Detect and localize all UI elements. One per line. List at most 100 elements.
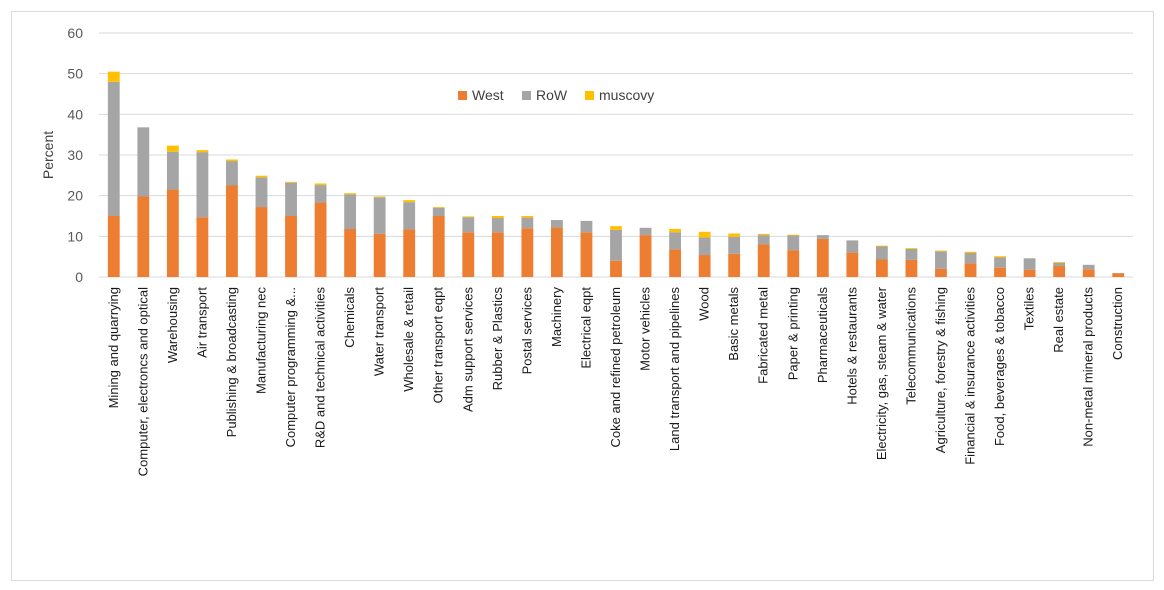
x-category-label: Basic metals (726, 287, 741, 361)
chart-frame (11, 11, 1154, 581)
x-category-label: Manufacturing nec (253, 287, 268, 394)
x-category-label: Financial & insurance activities (963, 287, 978, 465)
x-category-label: Textiles (1022, 287, 1037, 331)
y-tick-label: 40 (67, 106, 83, 122)
bar-west-14 (521, 228, 534, 277)
x-category-label: Hotels & restaurants (844, 287, 859, 405)
bar-row-8 (344, 194, 357, 230)
x-category-label: Computer programming &... (283, 287, 298, 447)
bar-row-1 (137, 127, 150, 197)
x-category-label: Adm support services (460, 287, 475, 412)
bar-muscovy-8 (344, 193, 357, 195)
bar-west-19 (669, 249, 681, 277)
bar-muscovy-10 (403, 200, 416, 203)
bar-west-7 (314, 202, 327, 277)
bar-west-22 (757, 244, 770, 277)
bar-west-3 (196, 217, 209, 277)
x-category-label: Construction (1110, 287, 1125, 360)
x-category-label: Electricity, gas, steam & water (874, 286, 889, 460)
y-tick-label: 30 (67, 147, 83, 163)
bar-west-30 (994, 267, 1006, 277)
legend-swatch-west (458, 91, 467, 100)
bar-west-15 (551, 227, 563, 277)
x-category-label: Food, beverages & tobacco (992, 287, 1007, 446)
bar-row-28 (935, 251, 947, 269)
bar-west-18 (639, 235, 652, 277)
x-category-label: Publishing & broadcasting (224, 287, 239, 437)
bar-west-26 (875, 259, 888, 277)
bar-west-0 (107, 216, 120, 277)
bar-muscovy-32 (1053, 261, 1066, 263)
x-category-label: Electrical eqpt (578, 287, 593, 369)
x-category-label: Rubber & Plastics (490, 287, 505, 391)
bar-west-27 (905, 259, 918, 277)
x-category-label: Wood (697, 287, 712, 321)
bar-west-29 (964, 263, 977, 277)
x-category-label: Motor vehicles (638, 287, 653, 371)
bar-muscovy-0 (107, 71, 120, 82)
bar-row-0 (107, 81, 120, 216)
bar-muscovy-23 (787, 234, 800, 236)
bar-muscovy-12 (462, 216, 475, 218)
bar-west-9 (373, 233, 386, 277)
bar-row-17 (610, 229, 622, 261)
y-axis-label: Percent (40, 131, 56, 179)
bar-row-9 (373, 197, 386, 234)
x-category-label: Water transport (372, 287, 387, 376)
bar-muscovy-21 (728, 233, 741, 237)
x-category-label: Air transport (194, 287, 209, 358)
bar-row-29 (964, 253, 977, 264)
bar-row-32 (1053, 262, 1066, 267)
bar-west-20 (698, 255, 711, 277)
bar-west-34 (1112, 273, 1125, 277)
bar-row-20 (698, 237, 711, 256)
x-category-label: Real estate (1051, 287, 1066, 353)
bar-west-10 (403, 229, 416, 277)
bar-west-1 (137, 196, 150, 277)
bar-west-28 (935, 268, 947, 277)
bar-west-8 (344, 229, 357, 277)
bar-row-27 (905, 248, 918, 260)
bar-muscovy-11 (432, 207, 445, 208)
bar-west-12 (462, 232, 475, 277)
bar-west-17 (610, 260, 622, 277)
bar-row-14 (521, 217, 534, 229)
legend-swatch-row (522, 91, 531, 100)
bar-muscovy-26 (875, 245, 888, 247)
bar-muscovy-30 (994, 256, 1006, 258)
y-axis-ticks: 0 10 20 30 40 50 60 (67, 25, 83, 285)
bar-west-31 (1023, 269, 1036, 277)
bar-muscovy-2 (166, 145, 179, 152)
bar-row-2 (166, 151, 179, 190)
bar-muscovy-20 (698, 231, 711, 238)
bar-west-32 (1053, 266, 1066, 277)
bar-row-10 (403, 202, 416, 230)
bar-muscovy-27 (905, 248, 918, 249)
y-tick-label: 20 (67, 188, 83, 204)
bar-row-12 (462, 217, 475, 233)
bar-west-11 (432, 216, 445, 277)
x-category-label: Land transport and pipelines (667, 287, 682, 452)
bar-west-6 (285, 216, 297, 277)
bar-row-6 (285, 182, 297, 216)
x-category-label: Paper & printing (785, 287, 800, 380)
y-tick-label: 50 (67, 66, 83, 82)
y-tick-label: 10 (67, 228, 83, 244)
x-category-label: Mining and quarrying (106, 287, 121, 408)
x-category-label: Warehousing (165, 287, 180, 363)
legend: West RoW muscovy (458, 87, 654, 103)
x-category-label: R&D and technical activities (313, 287, 328, 449)
bar-muscovy-6 (285, 181, 297, 183)
bar-row-15 (551, 220, 563, 228)
x-category-label: Computer, electroncs and optical (135, 287, 150, 476)
bar-row-26 (875, 246, 888, 260)
legend-label-row: RoW (536, 87, 568, 103)
bars (107, 71, 1125, 277)
bar-muscovy-5 (255, 175, 268, 178)
bar-west-24 (816, 238, 829, 277)
x-category-label: Machinery (549, 287, 564, 347)
bar-west-5 (255, 207, 268, 277)
x-category-label: Non-metal mineral products (1081, 287, 1096, 447)
x-axis-category-labels: Mining and quarrying Computer, electroncs… (106, 286, 1125, 476)
